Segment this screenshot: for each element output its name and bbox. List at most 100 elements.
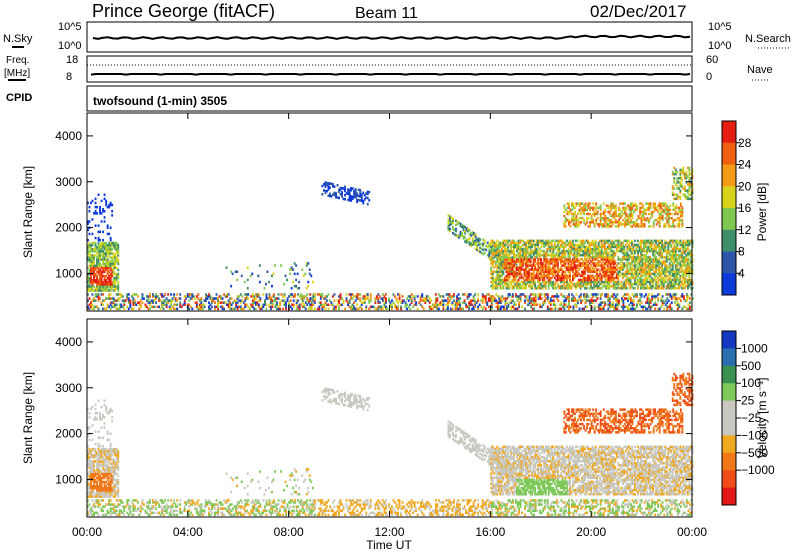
power-cell [91,218,94,221]
power-cell [94,205,97,209]
power-cell [529,254,532,257]
power-cell [670,268,673,271]
power-cell [564,272,567,276]
power-cell [300,295,303,298]
power-cell [558,258,561,261]
power-cell [617,272,620,276]
power-cell [472,299,475,302]
power-cell [623,245,626,249]
power-cell [507,270,509,273]
power-cell [466,295,469,298]
power-cell [502,243,505,247]
power-cell [623,202,626,205]
power-cell [609,258,612,261]
power-cell [177,297,180,300]
power-cell [270,301,272,304]
power-cell [637,278,639,282]
power-cell [544,274,547,278]
power-cell [401,301,404,304]
power-cell [569,282,571,286]
power-cell [585,245,588,249]
power-cell [268,297,271,300]
power-cell [534,282,537,286]
power-cell [598,303,601,306]
power-cell [490,239,493,243]
power-cell [132,301,135,304]
power-cell [505,287,508,290]
power-cell [581,280,583,284]
power-cell [657,299,660,302]
power-cell [233,307,236,311]
power-cell [614,245,617,249]
power-cell [127,293,130,296]
power-cell [688,270,691,273]
power-cell [658,268,661,271]
power-cell [547,272,550,276]
power-cell [519,241,521,245]
power-cell [93,254,95,257]
power-cell [268,295,271,298]
power-cell [617,239,620,243]
power-cell [676,247,679,251]
power-cell [236,297,239,300]
power-cell [476,240,479,243]
power-cell [626,249,629,253]
power-cell [656,260,659,263]
power-cell [602,260,605,263]
power-cell [502,258,505,261]
power-cell [353,189,356,193]
power-cell [152,299,154,302]
power-cell [688,262,691,265]
power-cell [612,278,615,282]
power-cell [440,299,443,302]
power-cell [596,206,599,210]
power-cell [620,258,623,261]
power-cell [439,301,442,304]
power-cell [523,272,526,276]
power-cell [584,297,587,300]
power-cell [342,197,345,201]
power-cell [493,260,496,263]
power-cell [491,280,494,284]
power-cell [587,278,589,282]
power-cell [632,276,635,280]
power-cell [638,280,641,284]
power-cell [549,282,552,286]
power-cell [564,208,567,212]
power-cell [318,301,321,304]
power-cell [584,258,586,261]
power-cell [526,280,529,284]
power-cell [577,225,579,228]
power-cell [500,256,503,259]
power-cell [112,266,115,270]
power-cell [617,284,620,288]
power-cell [348,199,351,202]
power-cell [338,305,340,309]
power-cell [624,278,627,282]
power-cell [584,305,587,309]
power-cell [648,297,650,300]
power-cell [497,274,500,278]
power-cell [488,242,491,246]
power-cell [499,287,502,290]
power-cell [602,245,605,249]
power-cell [673,278,676,282]
power-cell [546,297,549,300]
power-cell [510,264,512,267]
power-cell [500,243,503,247]
power-cell [152,295,154,298]
power-cell [490,305,493,309]
power-cell [653,256,656,259]
power-cell [623,280,626,284]
power-cell [655,295,658,298]
power-cell [504,299,507,302]
power-cell [473,234,476,237]
power-cell [102,246,104,249]
power-cell [585,249,588,253]
power-cell [230,307,233,311]
power-cell [102,293,104,296]
power-cell [138,303,141,306]
power-cell [333,185,336,188]
power-cell [105,260,108,263]
power-cell [514,276,517,280]
